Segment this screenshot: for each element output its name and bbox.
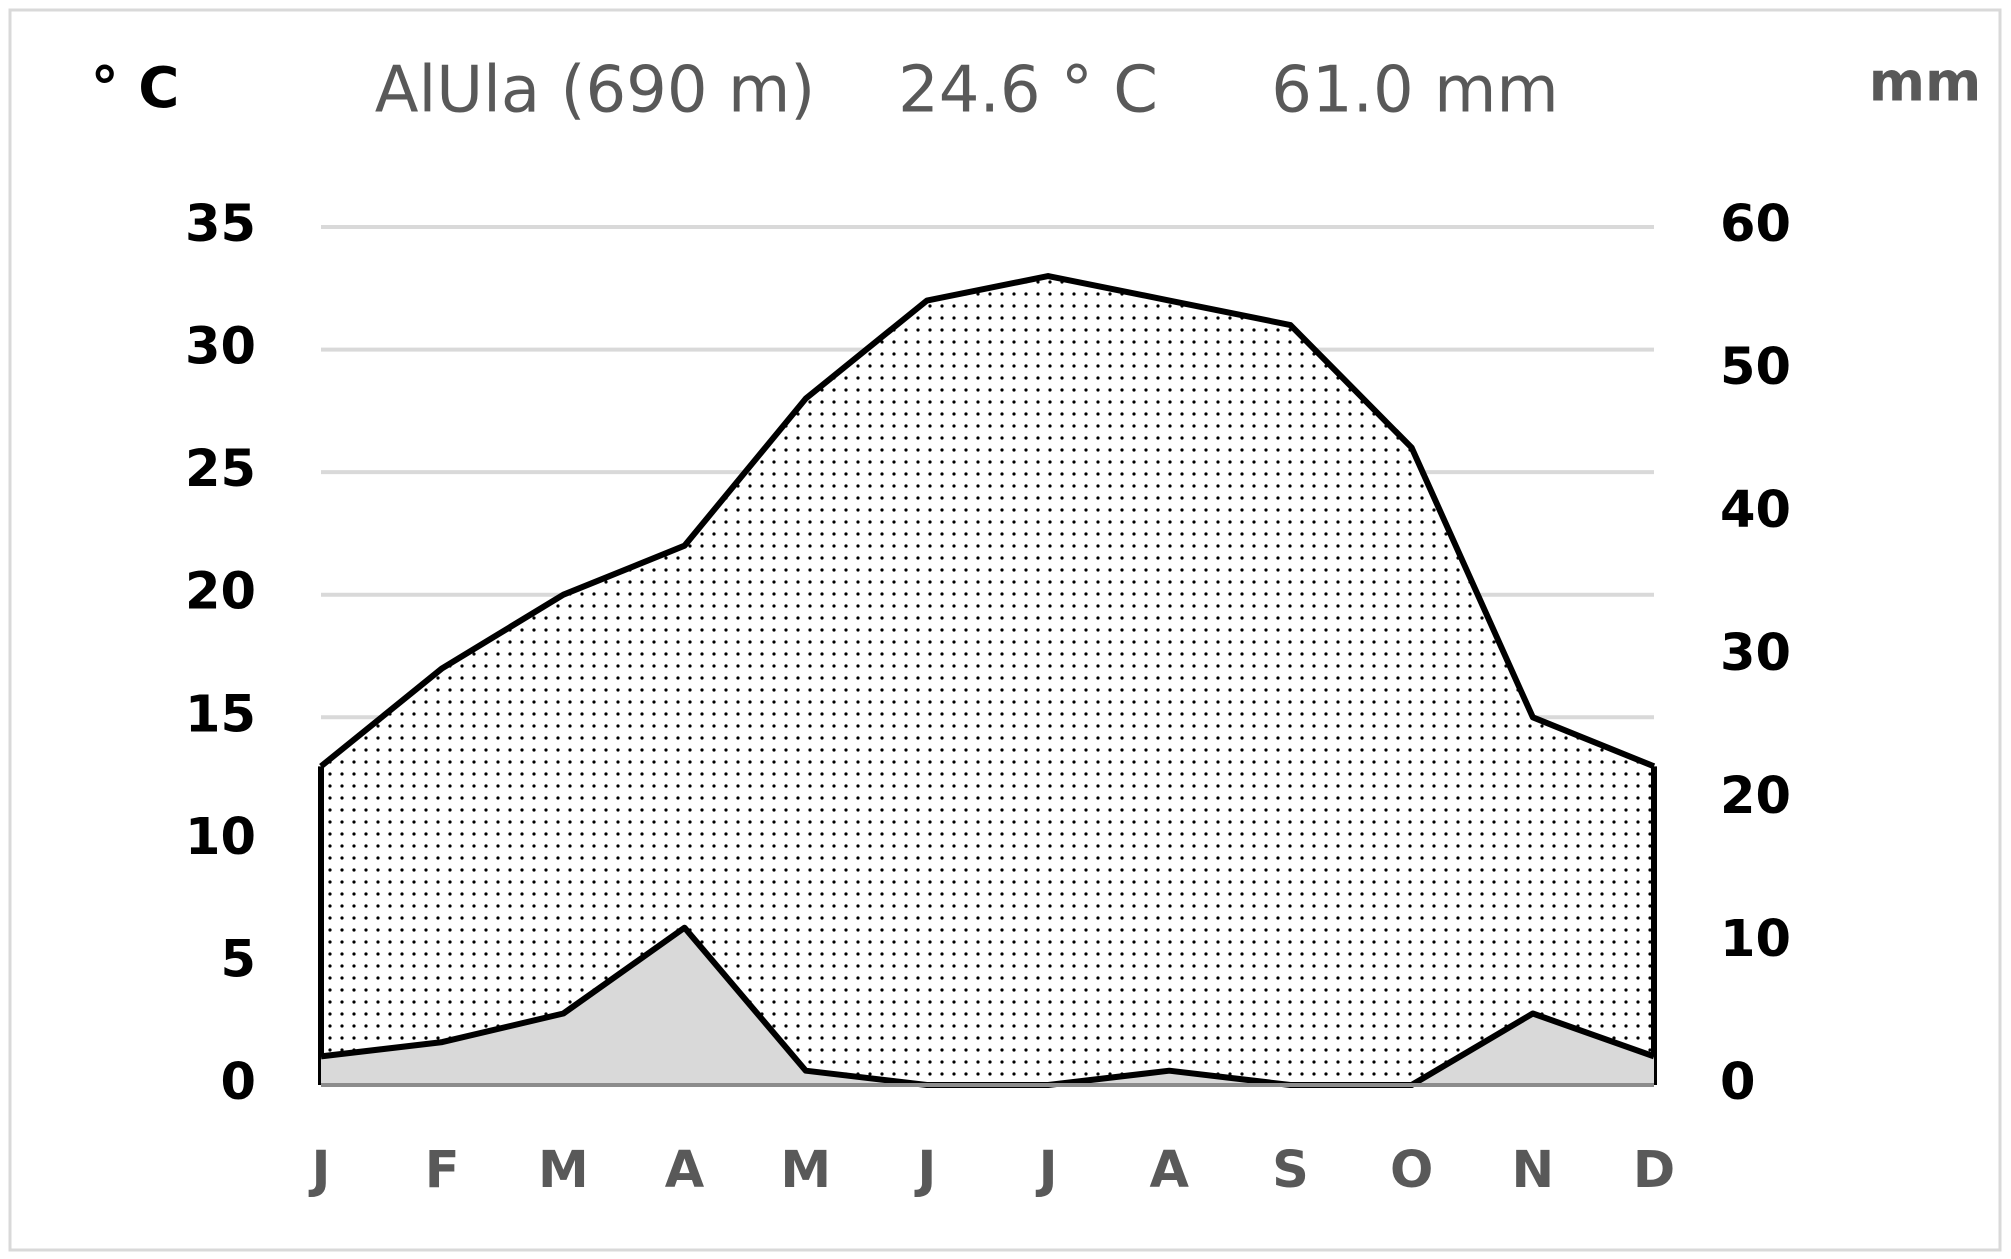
- y-tick-label: 0: [221, 1053, 257, 1112]
- x-tick-label: F: [425, 1141, 460, 1200]
- annotation: 61.0 mm: [1271, 54, 1559, 128]
- y-tick-label: 15: [185, 685, 256, 744]
- x-tick-label: M: [538, 1141, 589, 1200]
- x-tick-label: D: [1633, 1141, 1675, 1200]
- x-tick-label: O: [1390, 1141, 1433, 1200]
- y2-tick-label: 50: [1720, 338, 1791, 397]
- y-tick-label: 5: [221, 930, 257, 989]
- y2-tick-label: 60: [1720, 195, 1791, 254]
- area-fill: [321, 276, 1654, 1085]
- y2-tick-label: 10: [1720, 910, 1791, 969]
- y2-tick-label: 20: [1720, 767, 1791, 826]
- x-tick-label: M: [780, 1141, 831, 1200]
- y2-tick-label: 40: [1720, 481, 1791, 540]
- x-tick-label: J: [1036, 1141, 1058, 1200]
- annotation: 24.6 ° C: [898, 54, 1158, 128]
- x-tick-label: S: [1272, 1141, 1309, 1200]
- y-tick-label: 20: [185, 563, 256, 622]
- line: [319, 273, 1656, 770]
- x-tick-label: J: [309, 1141, 331, 1200]
- x-tick-label: N: [1511, 1141, 1554, 1200]
- y-axis-label: ° C: [91, 56, 180, 121]
- y-tick-label: 25: [185, 440, 256, 499]
- area-fill: [321, 927, 1654, 1085]
- y2-tick-label: 0: [1720, 1053, 1756, 1112]
- y-tick-label: 35: [185, 195, 256, 254]
- x-tick-label: J: [914, 1141, 936, 1200]
- y2-tick-label: 30: [1720, 624, 1791, 683]
- x-tick-label: A: [665, 1141, 705, 1200]
- y2-axis-label: mm: [1869, 51, 1982, 114]
- chart-title: AlUla (690 m): [375, 54, 816, 128]
- y-tick-label: 30: [185, 318, 256, 377]
- y-tick-label: 10: [185, 808, 256, 867]
- x-tick-label: A: [1150, 1141, 1190, 1200]
